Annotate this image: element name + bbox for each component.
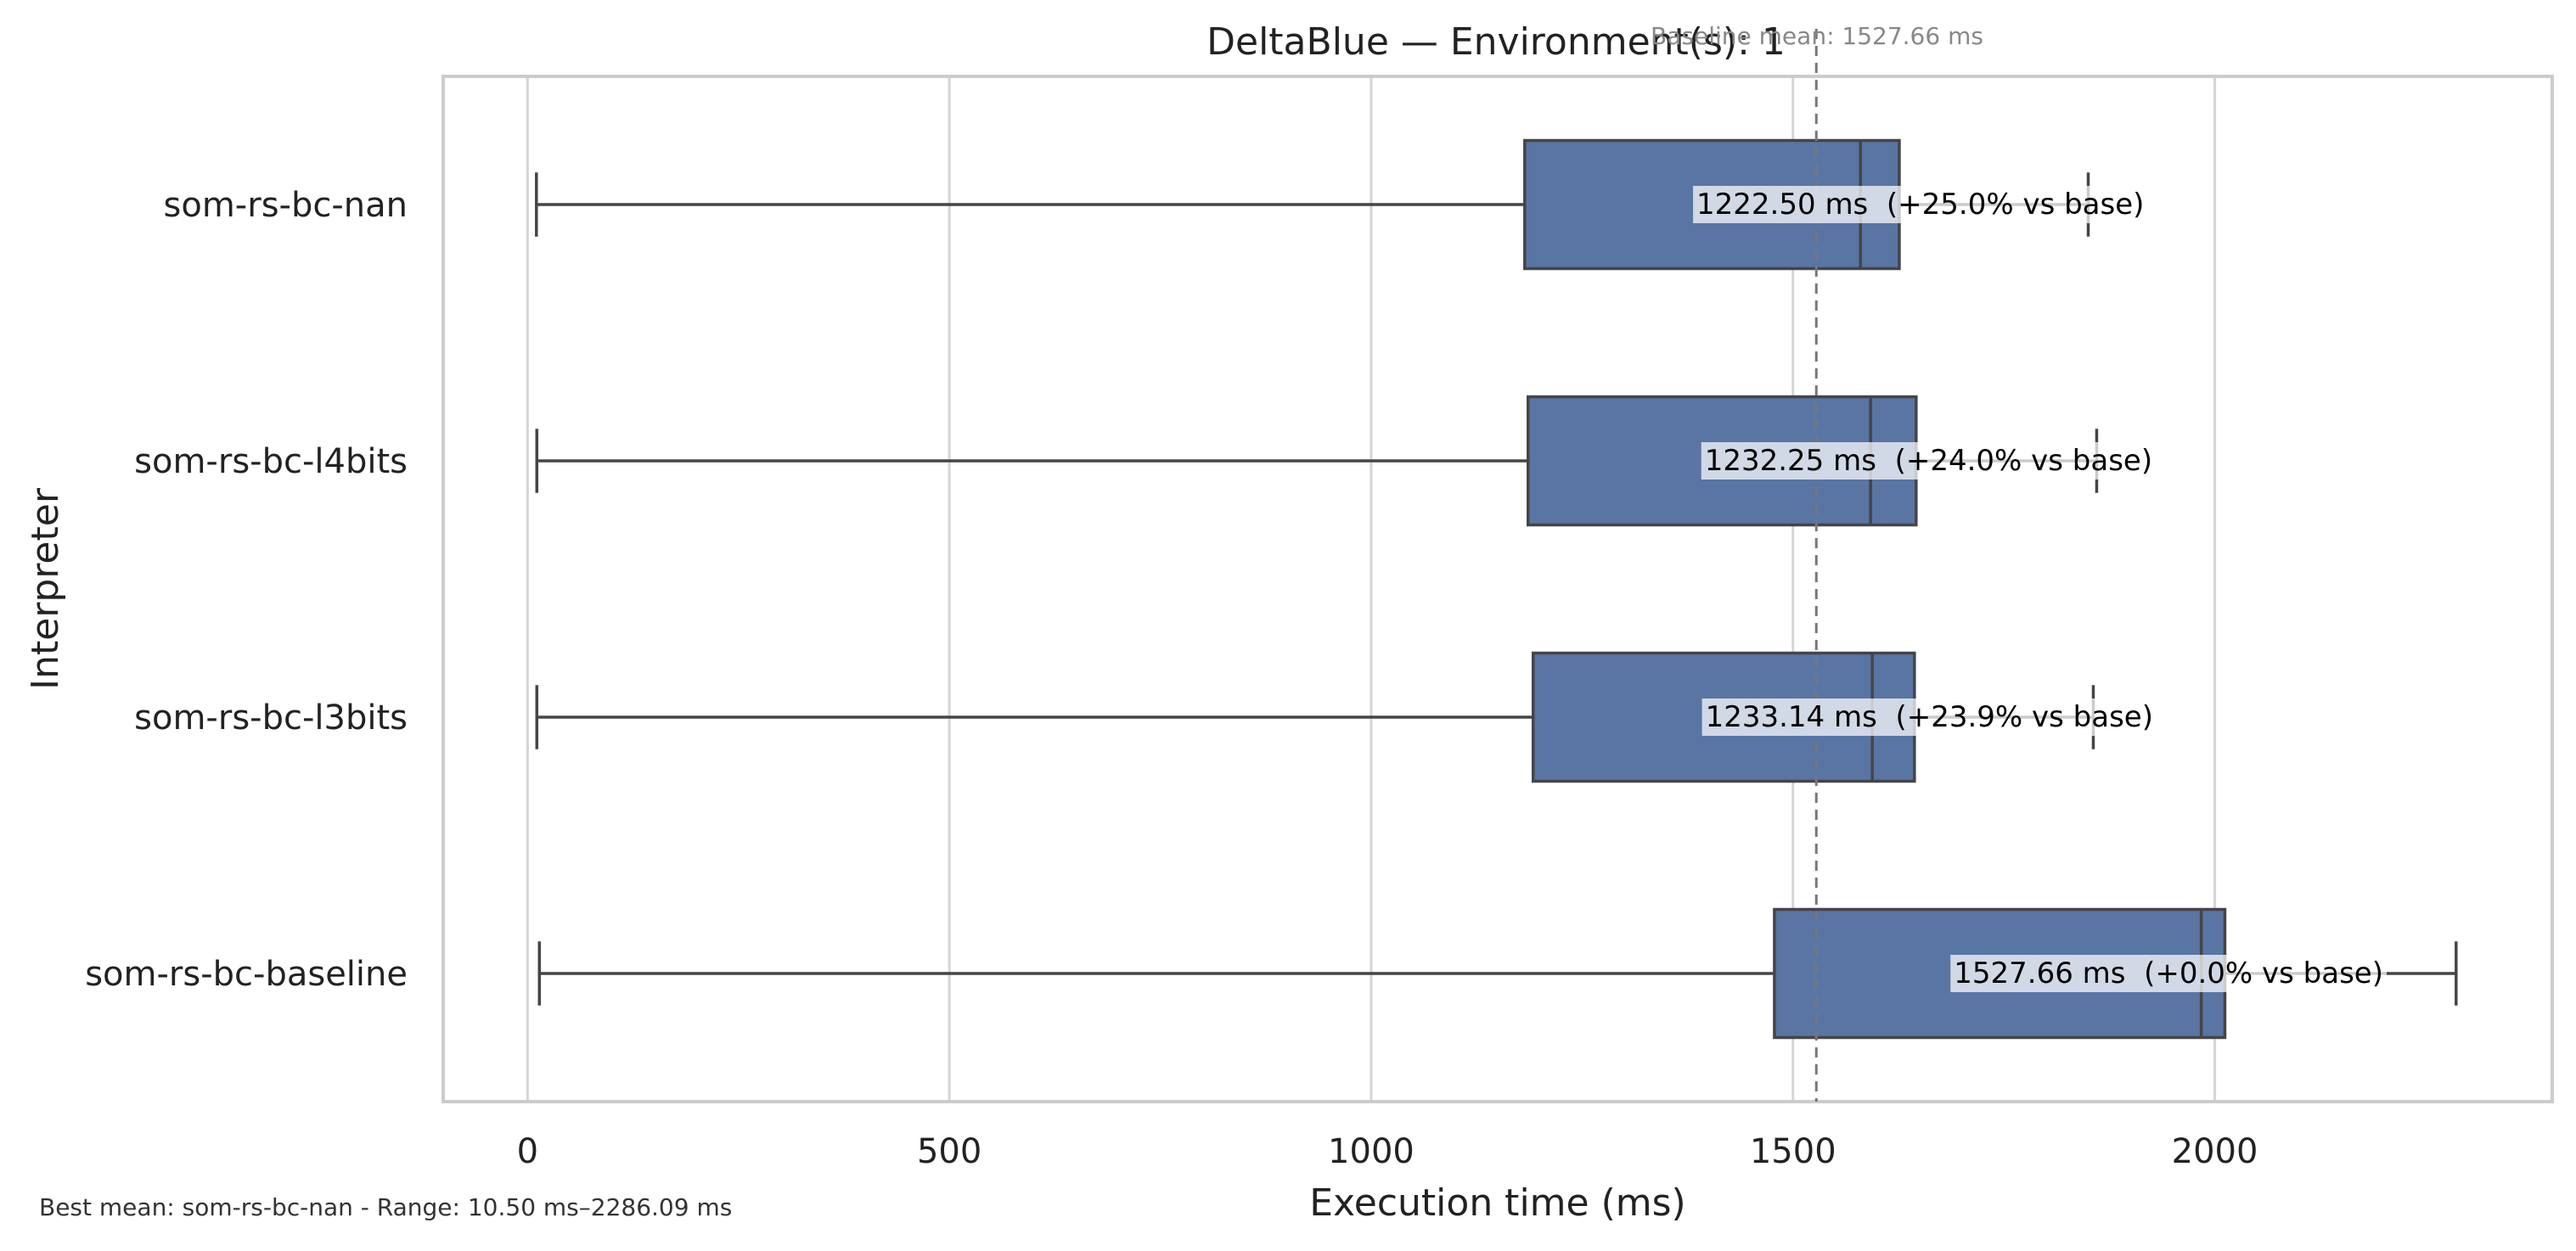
mean-annotation: 1233.14 ms (+23.9% vs base) xyxy=(1701,698,2157,736)
x-tick-label: 1500 xyxy=(1750,1132,1836,1171)
plot-area-frame xyxy=(442,75,2554,1103)
y-tick-label: som-rs-bc-l4bits xyxy=(134,442,408,481)
x-axis-label: Execution time (ms) xyxy=(1309,1181,1685,1225)
y-tick-label: som-rs-bc-nan xyxy=(164,186,408,225)
mean-annotation: 1232.25 ms (+24.0% vs base) xyxy=(1701,442,2157,480)
y-tick-label: som-rs-bc-baseline xyxy=(85,955,408,994)
annotation-background xyxy=(1701,698,2157,736)
annotation-text: 1233.14 ms (+23.9% vs base) xyxy=(1706,700,2153,734)
mean-annotation: 1222.50 ms (+25.0% vs base) xyxy=(1693,186,2148,223)
annotation-background xyxy=(1693,186,2148,223)
annotation-text: 1527.66 ms (+0.0% vs base) xyxy=(1954,956,2383,990)
annotation-text: 1222.50 ms (+25.0% vs base) xyxy=(1696,188,2144,222)
annotations-layer: 1222.50 ms (+25.0% vs base) 1232.25 ms (+… xyxy=(1693,186,2387,992)
mean-annotation: 1527.66 ms (+0.0% vs base) xyxy=(1950,955,2387,992)
x-tick-label: 1000 xyxy=(1328,1132,1415,1171)
axes-labels-layer: 0 500 1000 1500 2000 som-rs-bc-nan som-rs-bc-l… xyxy=(85,186,2258,1171)
x-tick-label: 0 xyxy=(517,1132,538,1171)
x-tick-label: 500 xyxy=(917,1132,981,1171)
chart-title: DeltaBlue — Environment(s): 1 xyxy=(1206,20,1786,64)
baseline-label: Baseline mean: 1527.66 ms xyxy=(1651,22,1983,50)
annotation-text: 1232.25 ms (+24.0% vs base) xyxy=(1705,444,2152,478)
x-tick-label: 2000 xyxy=(2172,1132,2258,1171)
y-axis-label: Interpreter xyxy=(24,487,67,690)
y-tick-label: som-rs-bc-l3bits xyxy=(134,698,408,738)
boxes-layer xyxy=(535,138,2458,1040)
annotation-background xyxy=(1701,442,2157,480)
footnote-summary: Best mean: som-rs-bc-nan - Range: 10.50 … xyxy=(39,1193,733,1221)
annotation-background xyxy=(1950,955,2387,992)
